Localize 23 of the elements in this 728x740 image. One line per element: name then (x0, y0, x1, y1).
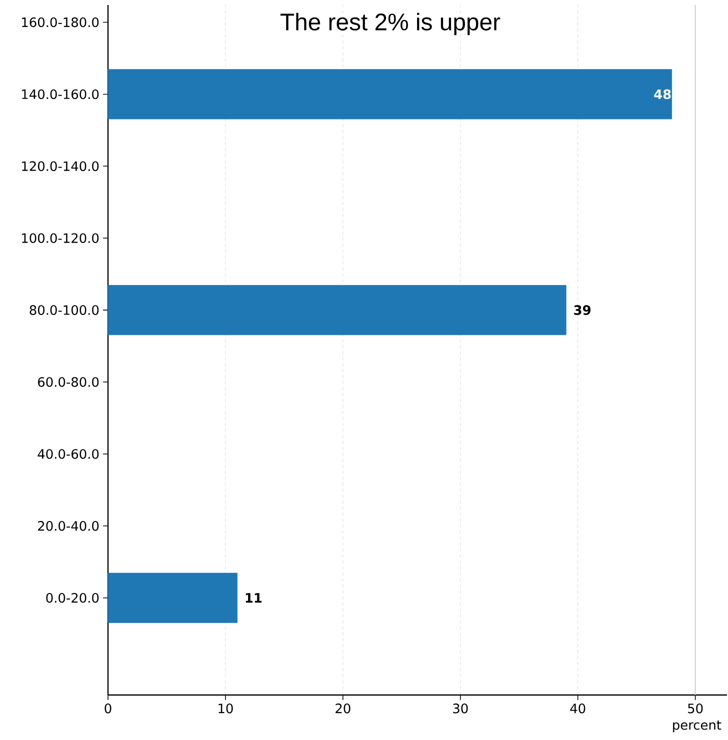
x-axis-title: percent (673, 720, 722, 732)
bar (108, 572, 238, 623)
y-tick-label: 40.0-60.0 (38, 449, 99, 459)
x-tick-label: 0 (104, 704, 112, 714)
y-tick-label: 60.0-80.0 (38, 377, 99, 387)
x-tick-label: 50 (688, 704, 703, 714)
chart-title: The rest 2% is upper (280, 12, 500, 36)
data-label: 39 (574, 305, 591, 315)
bar (108, 285, 566, 336)
y-tick-label: 0.0-20.0 (46, 592, 99, 603)
y-tick-label: 120.0-140.0 (22, 161, 99, 172)
data-label: 48 (654, 89, 671, 100)
x-tick-label: 10 (218, 704, 234, 714)
data-label: 11 (246, 593, 262, 603)
x-tick-label: 40 (570, 704, 586, 714)
x-tick-label: 20 (336, 704, 350, 714)
bar (108, 69, 672, 120)
y-tick-label: 20.0-40.0 (38, 521, 99, 531)
y-tick-label: 100.0-120.0 (22, 233, 99, 244)
y-tick-label: 80.0-100.0 (30, 305, 99, 315)
y-tick-label: 140.0-160.0 (22, 89, 99, 100)
y-tick-label: 160.0-180.0 (22, 17, 99, 28)
x-tick-label: 30 (453, 704, 468, 714)
